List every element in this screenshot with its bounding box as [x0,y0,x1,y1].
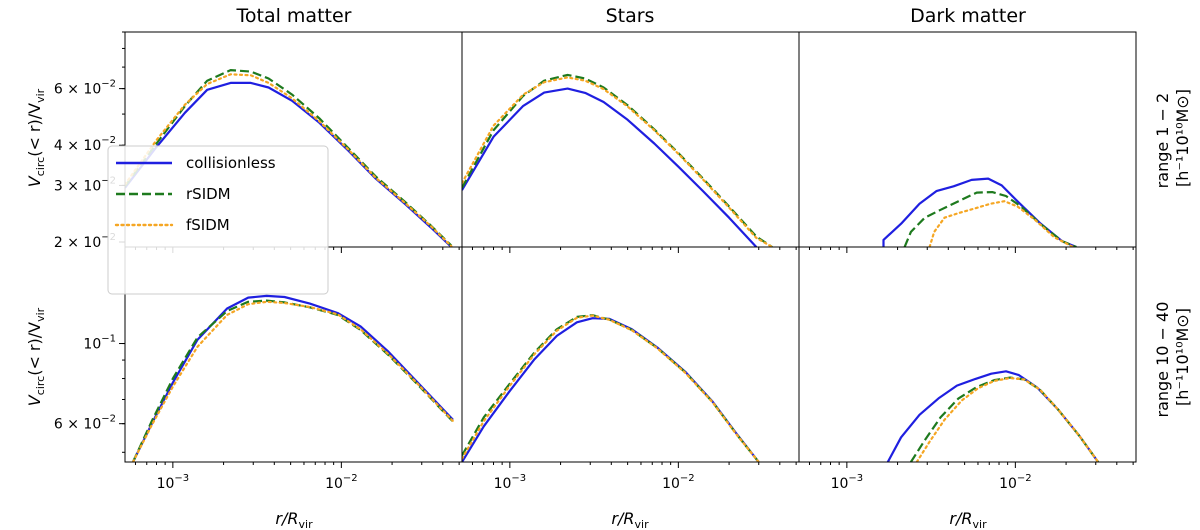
panel-top-dark-matter [798,31,1137,253]
y-tick-label: 6 × 10−2 [54,414,116,433]
panel-bottom-dark-matter: 10−3 10−2 [798,246,1137,492]
ylabel-bottom-mid: (< r)/V [25,322,44,376]
series-line-fsidm [928,200,1075,247]
xlabel-col2-sub: vir [973,518,988,530]
y-tick-mantissa: 4 × 10 [54,138,101,154]
ylabel-top-sub1: circ [34,157,47,176]
panel-top-stars [461,31,800,253]
y-tick-label: 6 × 10−2 [54,79,116,98]
xlabel-col0-main: r/R [275,509,298,528]
series-line-collisionless [882,177,1077,247]
series-line-rsidm [903,191,1077,247]
column-title-dark-matter: Dark matter [910,5,1026,27]
series-line-fsidm [462,76,774,247]
x-tick-exponent: −3 [174,473,189,484]
x-tick-exponent: −3 [511,473,526,484]
ylabel-bottom-sub2: vir [34,307,47,322]
series-line-rsidm [132,299,454,462]
panel-frame [461,246,800,463]
panel-bottom-stars: 10−3 10−2 [461,246,800,492]
row-label-top-line1: range 1 − 2 [1153,93,1172,189]
y-tick-mantissa: 10 [83,337,101,353]
legend-label-fsidm: fSIDM [186,216,230,234]
x-tick-exponent: −2 [680,473,695,484]
xlabel-col1: r/Rvir [611,509,649,530]
x-tick-label: 10−2 [999,473,1032,492]
row-label-bottom-line1: range 10 − 40 [1153,302,1172,418]
y-tick-exponent: −2 [101,79,116,90]
column-title-total-matter: Total matter [236,5,352,27]
x-tick-mantissa: 10 [999,476,1017,492]
x-tick-mantissa: 10 [494,476,512,492]
y-tick-label: 4 × 10−2 [54,135,116,154]
y-tick-label: 10−1 [83,334,116,353]
xlabel-col0-sub: vir [299,518,314,530]
xlabel-col1-main: r/R [611,509,634,528]
panel-frame [798,31,1137,248]
x-tick-mantissa: 10 [831,476,849,492]
ylabel-top-mid: (< r)/V [25,103,44,157]
y-tick-mantissa: 6 × 10 [54,82,101,98]
series-line-fsidm [131,300,455,462]
panel-frame [461,31,800,248]
x-tick-mantissa: 10 [157,476,175,492]
row-label-bottom-line2: [h⁻¹10¹⁰M⊙] [1173,308,1192,406]
y-tick-label: 2 × 10−2 [54,232,116,251]
legend-box [107,145,329,295]
ylabel-bottom: Vcirc(< r)/Vvir [25,307,47,406]
legend: collisionless rSIDM fSIDM [107,145,329,295]
xlabel-col1-sub: vir [635,518,650,530]
x-tick-label: 10−2 [662,473,695,492]
x-tick-mantissa: 10 [325,476,343,492]
x-tick-exponent: −2 [1017,473,1032,484]
ylabel-top-v: V [25,175,44,187]
row-label-bottom: range 10 − 40 [h⁻¹10¹⁰M⊙] [1153,297,1192,418]
ylabel-top: Vcirc(< r)/Vvir [25,88,47,187]
y-tick-label: 3 × 10−2 [54,175,116,194]
series-line-collisionless [132,294,454,462]
column-title-stars: Stars [606,5,655,27]
series-line-collisionless [125,81,453,247]
x-tick-label: 10−3 [494,473,527,492]
panel-frame [798,246,1137,463]
y-tick-exponent: −2 [101,135,116,146]
x-tick-exponent: −3 [848,473,863,484]
legend-label-collisionless: collisionless [186,154,276,172]
xlabel-col2-main: r/R [949,509,972,528]
series-line-fsidm [125,73,453,247]
row-label-top: range 1 − 2 [h⁻¹10¹⁰M⊙] [1153,88,1192,189]
y-tick-mantissa: 2 × 10 [54,235,101,251]
x-tick-label: 10−3 [157,473,190,492]
x-tick-exponent: −2 [343,473,358,484]
row-label-top-line2: [h⁻¹10¹⁰M⊙] [1173,89,1192,187]
y-tick-exponent: −1 [101,334,116,345]
x-tick-label: 10−3 [831,473,864,492]
series-line-rsidm [909,376,1099,462]
y-tick-mantissa: 3 × 10 [54,178,101,194]
series-line-fsidm [462,314,760,462]
ylabel-top-sub2: vir [34,88,47,103]
x-tick-label: 10−2 [325,473,358,492]
ylabel-bottom-sub1: circ [34,376,47,395]
legend-label-rsidm: rSIDM [186,185,231,203]
ylabel-bottom-v: V [25,394,44,406]
series-line-fsidm [915,376,1100,462]
series-line-rsidm [462,73,773,247]
y-tick-exponent: −2 [101,414,116,425]
x-tick-mantissa: 10 [662,476,680,492]
series-line-collisionless [462,87,758,247]
xlabel-col2: r/Rvir [949,509,987,530]
y-tick-mantissa: 6 × 10 [54,417,101,433]
xlabel-col0: r/Rvir [275,509,313,530]
